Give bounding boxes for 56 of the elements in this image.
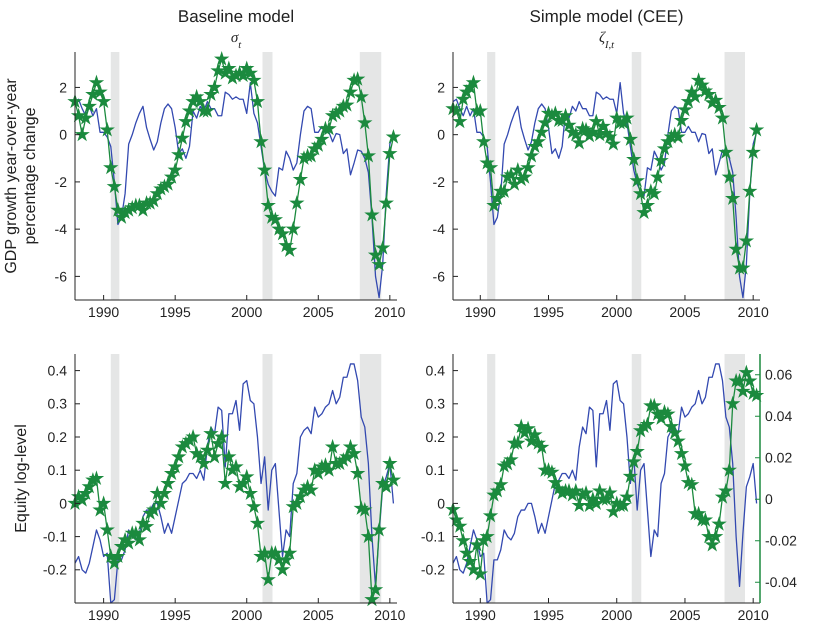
x-tick-label: 2005 (669, 304, 701, 320)
y2-tick-label: 0.06 (765, 366, 792, 383)
y-tick-label: -0.2 (42, 562, 68, 578)
y-tick-label: 0.4 (426, 362, 446, 378)
x-tick-label: 1990 (88, 607, 120, 623)
x-tick-label: 1990 (464, 607, 496, 623)
x-tick-label: 2005 (302, 607, 334, 623)
chart-subtitle: ζ$_{I,t}$ (598, 30, 616, 50)
x-tick-label: 2010 (374, 607, 406, 623)
x-tick-label: 2000 (231, 607, 263, 623)
x-tick-label: 2010 (738, 304, 769, 320)
chart-title: Simple model (CEE) (530, 7, 684, 26)
y-tick-label: 0 (59, 126, 68, 143)
y-tick-label: -0.2 (420, 562, 446, 578)
x-tick-label: 2000 (601, 607, 633, 623)
y-tick-label: -0.1 (420, 528, 446, 544)
y2-tick-label: 0.04 (765, 408, 792, 424)
y-tick-label: 0.1 (48, 462, 68, 478)
y-tick-label: 0.3 (48, 396, 68, 412)
y-tick-label: -6 (54, 268, 68, 284)
y-axis-title: GDP growth year-over-year percentage change (3, 78, 39, 274)
y-tick-label: 2 (437, 79, 446, 96)
y-tick-label: -6 (432, 268, 446, 284)
y-tick-label: 0.3 (426, 396, 446, 412)
y2-tick-label: -0.04 (765, 574, 798, 590)
x-tick-label: 1995 (532, 304, 564, 320)
y-tick-label: 0 (437, 126, 446, 143)
y-tick-label: 0 (59, 495, 68, 512)
y2-tick-label: 0.02 (765, 450, 792, 466)
x-tick-label: 2005 (669, 607, 701, 623)
y2-tick-label: 0 (765, 491, 773, 508)
y2-tick-label: -0.02 (765, 532, 798, 549)
x-tick-label: 1990 (88, 304, 120, 320)
y-tick-label: -2 (54, 174, 68, 190)
x-tick-label: 2000 (601, 304, 633, 320)
x-tick-label: 2010 (374, 304, 406, 320)
y-tick-label: -4 (54, 221, 68, 238)
x-tick-label: 1995 (160, 304, 191, 320)
x-tick-label: 1990 (464, 304, 496, 320)
chart-subtitle: σ$_{t}$ (230, 30, 242, 50)
y-tick-label: 0 (437, 495, 446, 512)
x-tick-label: 1995 (532, 607, 564, 623)
y-tick-label: -0.1 (42, 528, 68, 544)
y-tick-label: 2 (59, 79, 68, 96)
y-axis-title: Equity log-level (13, 424, 30, 533)
x-tick-label: 2010 (738, 607, 769, 623)
y-tick-label: 0.2 (426, 428, 446, 445)
y-tick-label: -2 (432, 174, 446, 190)
chart-title: Baseline model (178, 7, 294, 26)
y-tick-label: 0.1 (426, 462, 446, 478)
y-tick-label: -4 (432, 221, 446, 238)
x-tick-label: 2005 (302, 304, 334, 320)
y-tick-label: 0.4 (48, 362, 68, 378)
x-tick-label: 1995 (160, 607, 191, 623)
x-tick-label: 2000 (231, 304, 263, 320)
y-tick-label: 0.2 (48, 428, 68, 445)
